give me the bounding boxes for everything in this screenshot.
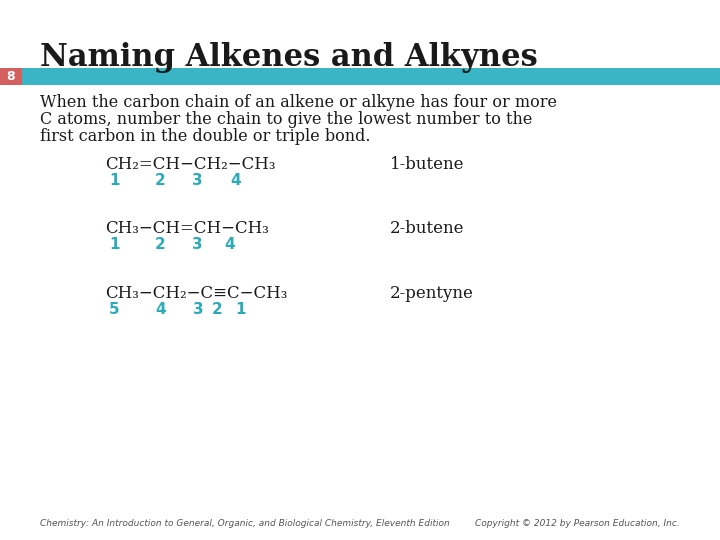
Text: 3: 3 (192, 173, 202, 188)
Bar (0, 68, 22, 85)
Text: 2: 2 (212, 302, 222, 317)
Text: 3: 3 (192, 237, 202, 252)
Text: 1: 1 (109, 237, 120, 252)
Text: 2: 2 (155, 237, 166, 252)
Text: 4: 4 (230, 173, 240, 188)
Text: 1: 1 (235, 302, 246, 317)
Text: 2-pentyne: 2-pentyne (390, 285, 474, 302)
Text: C atoms, number the chain to give the lowest number to the: C atoms, number the chain to give the lo… (40, 111, 532, 128)
Text: CH₂=CH−CH₂−CH₃: CH₂=CH−CH₂−CH₃ (105, 156, 276, 173)
Text: Naming Alkenes and Alkynes: Naming Alkenes and Alkynes (40, 42, 538, 73)
Text: CH₃−CH₂−C≡C−CH₃: CH₃−CH₂−C≡C−CH₃ (105, 285, 287, 302)
Text: CH₃−CH=CH−CH₃: CH₃−CH=CH−CH₃ (105, 220, 269, 237)
Bar (22, 68, 720, 85)
Text: first carbon in the double or triple bond.: first carbon in the double or triple bon… (40, 128, 371, 145)
Text: Chemistry: An Introduction to General, Organic, and Biological Chemistry, Eleven: Chemistry: An Introduction to General, O… (40, 519, 450, 528)
Text: 4: 4 (224, 237, 235, 252)
Text: 3: 3 (193, 302, 204, 317)
Text: 8: 8 (6, 70, 15, 83)
Text: 1: 1 (109, 173, 120, 188)
Text: 1-butene: 1-butene (390, 156, 464, 173)
Text: 2: 2 (155, 173, 166, 188)
Text: 2-butene: 2-butene (390, 220, 464, 237)
Text: 5: 5 (109, 302, 120, 317)
Text: 4: 4 (155, 302, 166, 317)
Text: When the carbon chain of an alkene or alkyne has four or more: When the carbon chain of an alkene or al… (40, 94, 557, 111)
Text: Copyright © 2012 by Pearson Education, Inc.: Copyright © 2012 by Pearson Education, I… (475, 519, 680, 528)
